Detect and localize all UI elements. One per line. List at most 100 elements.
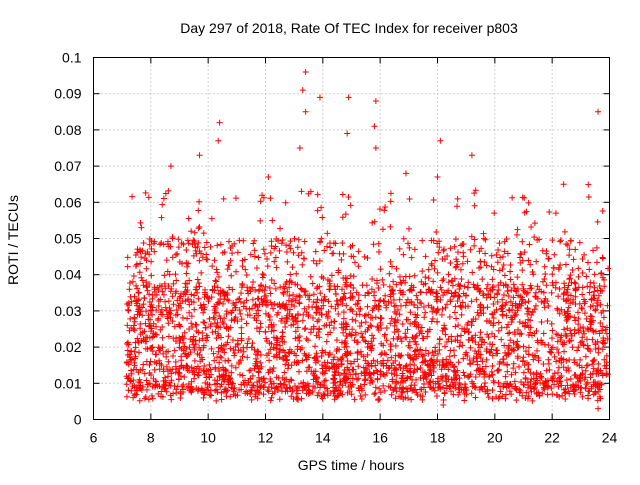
data-point — [275, 237, 282, 244]
data-point — [445, 271, 452, 278]
data-point — [137, 325, 144, 332]
data-point — [406, 299, 413, 306]
data-point — [386, 364, 393, 371]
data-point — [164, 373, 171, 380]
data-point — [343, 279, 350, 286]
data-point — [292, 328, 299, 335]
data-point — [307, 329, 314, 336]
y-tick-label: 0.1 — [62, 50, 82, 66]
data-point — [142, 393, 149, 400]
data-point — [443, 301, 450, 308]
data-point — [349, 293, 356, 300]
data-point — [536, 286, 543, 293]
data-point — [321, 384, 328, 391]
data-point — [143, 308, 150, 315]
data-point — [476, 265, 483, 272]
data-point — [541, 275, 548, 282]
data-point — [426, 379, 433, 386]
data-point — [249, 305, 256, 312]
data-point — [564, 292, 571, 299]
data-point — [155, 302, 162, 309]
data-point — [554, 378, 561, 385]
data-point — [556, 264, 563, 271]
data-point — [128, 367, 135, 374]
data-point — [489, 363, 496, 370]
data-point — [296, 300, 303, 307]
data-point — [149, 395, 156, 402]
data-point — [195, 207, 202, 214]
data-point — [226, 284, 233, 291]
data-point — [228, 317, 235, 324]
data-point — [388, 287, 395, 294]
data-point — [295, 310, 302, 317]
data-point — [237, 298, 244, 305]
data-point — [564, 308, 571, 315]
data-point — [496, 360, 503, 367]
data-point — [584, 379, 591, 386]
data-point — [566, 390, 573, 397]
data-point — [289, 313, 296, 320]
data-point — [339, 295, 346, 302]
data-point — [586, 388, 593, 395]
data-point — [489, 395, 496, 402]
data-point — [504, 250, 511, 257]
data-point — [440, 247, 447, 254]
data-point — [514, 304, 521, 311]
data-point — [284, 365, 291, 372]
data-point — [131, 362, 138, 369]
data-point — [277, 380, 284, 387]
data-point — [196, 198, 203, 205]
data-point — [500, 356, 507, 363]
data-point — [183, 259, 190, 266]
data-point — [276, 342, 283, 349]
data-point — [596, 283, 603, 290]
data-point — [338, 339, 345, 346]
data-point — [443, 338, 450, 345]
data-point — [494, 298, 501, 305]
data-point — [229, 250, 236, 257]
data-point — [125, 387, 132, 394]
data-point — [424, 333, 431, 340]
data-point — [383, 351, 390, 358]
data-point — [324, 392, 331, 399]
data-point — [156, 282, 163, 289]
x-tick-label: 10 — [200, 430, 216, 446]
data-point — [220, 371, 227, 378]
data-point — [191, 292, 198, 299]
data-point — [313, 260, 320, 267]
data-point — [590, 379, 597, 386]
data-point — [328, 319, 335, 326]
data-point — [142, 320, 149, 327]
data-point — [403, 334, 410, 341]
data-point — [589, 370, 596, 377]
data-point — [169, 318, 176, 325]
x-tick-label: 22 — [544, 430, 560, 446]
data-point — [356, 311, 363, 318]
data-point — [507, 276, 514, 283]
data-point — [172, 271, 179, 278]
data-point — [284, 288, 291, 295]
data-point — [470, 355, 477, 362]
data-point — [541, 263, 548, 270]
data-point — [415, 321, 422, 328]
data-point — [184, 237, 191, 244]
data-point — [347, 360, 354, 367]
y-tick-label: 0.08 — [54, 122, 81, 138]
data-point — [160, 195, 167, 202]
data-point — [197, 302, 204, 309]
data-point — [361, 313, 368, 320]
data-point — [323, 338, 330, 345]
data-point — [476, 288, 483, 295]
data-point — [199, 335, 206, 342]
data-point — [418, 351, 425, 358]
data-point — [217, 241, 224, 248]
data-point — [301, 305, 308, 312]
data-point — [428, 318, 435, 325]
data-point — [257, 324, 264, 331]
data-point — [407, 373, 414, 380]
data-point — [519, 194, 526, 201]
data-point — [428, 262, 435, 269]
data-point — [247, 387, 254, 394]
data-point — [181, 351, 188, 358]
data-point — [148, 301, 155, 308]
